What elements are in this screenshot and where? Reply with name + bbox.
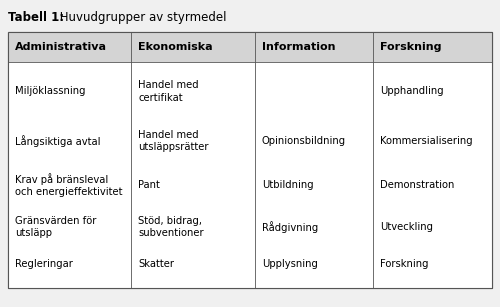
Text: Ekonomiska: Ekonomiska	[138, 42, 213, 52]
Text: Huvudgrupper av styrmedel: Huvudgrupper av styrmedel	[56, 11, 226, 24]
Text: Utbildning: Utbildning	[262, 180, 314, 190]
Text: Regleringar: Regleringar	[15, 259, 73, 269]
Bar	[8, 32, 492, 288]
Text: Miljöklassning: Miljöklassning	[15, 86, 86, 96]
Text: Forskning: Forskning	[380, 42, 442, 52]
Text: Tabell 1:: Tabell 1:	[8, 11, 64, 24]
Text: Administrativa: Administrativa	[15, 42, 107, 52]
Text: Utveckling: Utveckling	[380, 222, 434, 232]
Text: Gränsvärden för
utsläpp: Gränsvärden för utsläpp	[15, 216, 96, 238]
Text: Krav på bränsleval
och energieffektivitet: Krav på bränsleval och energieffektivite…	[15, 173, 122, 197]
Text: Skatter: Skatter	[138, 259, 174, 269]
FancyBboxPatch shape	[8, 32, 492, 288]
Bar	[8, 62, 492, 288]
Bar	[8, 32, 492, 62]
Text: Upphandling: Upphandling	[380, 86, 444, 96]
Text: Rådgivning: Rådgivning	[262, 221, 318, 233]
Text: Information: Information	[262, 42, 336, 52]
Text: Forskning: Forskning	[380, 259, 429, 269]
Text: Handel med
utsläppsrätter: Handel med utsläppsrätter	[138, 130, 209, 152]
Text: Pant: Pant	[138, 180, 160, 190]
Text: Kommersialisering: Kommersialisering	[380, 136, 473, 146]
Text: Långsiktiga avtal: Långsiktiga avtal	[15, 135, 100, 147]
Text: Opinionsbildning: Opinionsbildning	[262, 136, 346, 146]
Text: Upplysning: Upplysning	[262, 259, 318, 269]
Text: Handel med
certifikat: Handel med certifikat	[138, 80, 199, 103]
Text: Demonstration: Demonstration	[380, 180, 455, 190]
Text: Stöd, bidrag,
subventioner: Stöd, bidrag, subventioner	[138, 216, 204, 238]
